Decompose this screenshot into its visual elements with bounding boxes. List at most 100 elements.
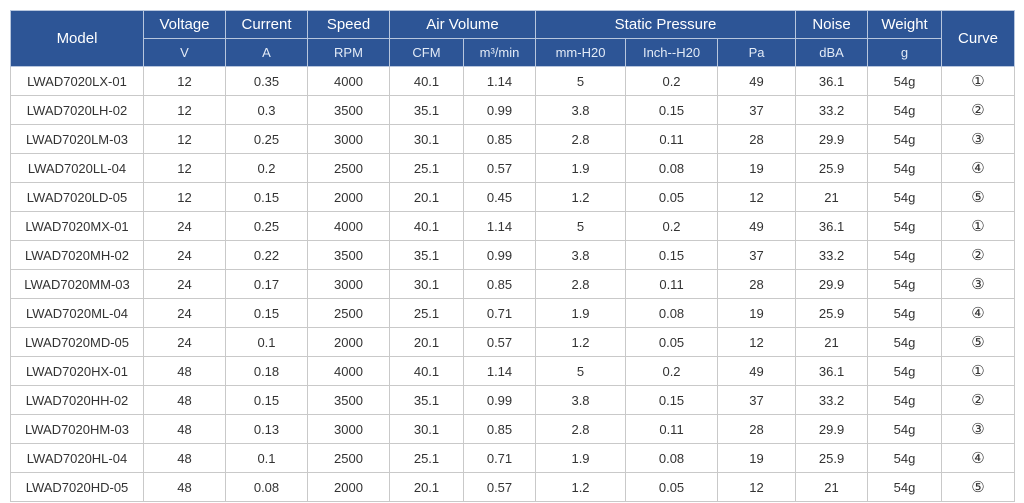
header-current: Current <box>225 10 308 39</box>
table-row: LWAD7020LX-01 12 0.35 4000 40.1 1.14 5 0.2 49 36.… <box>10 66 1016 96</box>
cell-weight: 54g <box>867 153 943 183</box>
table-row: LWAD7020MD-05 24 0.1 2000 20.1 0.57 1.2 0.05 12 2… <box>10 327 1016 357</box>
cell-mm-h2o: 1.2 <box>535 182 627 212</box>
cell-mm-h2o: 3.8 <box>535 385 627 415</box>
cell-mm-h2o: 3.8 <box>535 95 627 125</box>
cell-model: LWAD7020MD-05 <box>10 327 144 357</box>
cell-inch-h2o: 0.15 <box>625 385 719 415</box>
cell-inch-h2o: 0.08 <box>625 298 719 328</box>
cell-curve: ① <box>941 356 1016 386</box>
cell-voltage: 48 <box>143 472 226 502</box>
cell-curve: ⑤ <box>941 182 1016 212</box>
cell-cfm: 30.1 <box>389 124 464 154</box>
cell-inch-h2o: 0.15 <box>625 240 719 270</box>
cell-m3-per-min: 0.99 <box>462 385 537 415</box>
cell-curve: ③ <box>941 269 1016 299</box>
cell-pa: 28 <box>717 414 797 444</box>
cell-curve: ④ <box>941 443 1016 473</box>
cell-curve: ③ <box>941 414 1016 444</box>
cell-voltage: 12 <box>143 66 226 96</box>
cell-noise: 33.2 <box>795 95 869 125</box>
cell-speed: 2000 <box>307 327 390 357</box>
cell-model: LWAD7020LH-02 <box>10 95 144 125</box>
table-row: LWAD7020LH-02 12 0.3 3500 35.1 0.99 3.8 0.15 37 3… <box>10 95 1016 125</box>
cell-noise: 29.9 <box>795 124 869 154</box>
table-row: LWAD7020HX-01 48 0.18 4000 40.1 1.14 5 0.2 49 36.… <box>10 356 1016 386</box>
cell-cfm: 30.1 <box>389 269 464 299</box>
cell-voltage: 24 <box>143 240 226 270</box>
table-row: LWAD7020MM-03 24 0.17 3000 30.1 0.85 2.8 0.11 28… <box>10 269 1016 299</box>
cell-mm-h2o: 5 <box>535 211 627 241</box>
cell-model: LWAD7020HM-03 <box>10 414 144 444</box>
cell-voltage: 24 <box>143 298 226 328</box>
cell-speed: 2000 <box>307 182 390 212</box>
cell-m3-per-min: 0.57 <box>462 327 537 357</box>
cell-mm-h2o: 2.8 <box>535 414 627 444</box>
cell-weight: 54g <box>867 66 943 96</box>
cell-model: LWAD7020ML-04 <box>10 298 144 328</box>
cell-weight: 54g <box>867 472 943 502</box>
cell-weight: 54g <box>867 95 943 125</box>
cell-voltage: 12 <box>143 95 226 125</box>
cell-pa: 37 <box>717 95 797 125</box>
cell-current: 0.25 <box>225 124 308 154</box>
cell-pa: 19 <box>717 443 797 473</box>
cell-inch-h2o: 0.11 <box>625 414 719 444</box>
cell-current: 0.08 <box>225 472 308 502</box>
cell-speed: 2500 <box>307 443 390 473</box>
cell-mm-h2o: 2.8 <box>535 269 627 299</box>
table-row: LWAD7020LL-04 12 0.2 2500 25.1 0.57 1.9 0.08 19 2… <box>10 153 1016 183</box>
cell-mm-h2o: 1.9 <box>535 153 627 183</box>
unit-cfm: CFM <box>389 38 464 67</box>
cell-curve: ⑤ <box>941 327 1016 357</box>
cell-cfm: 20.1 <box>389 182 464 212</box>
cell-pa: 28 <box>717 269 797 299</box>
cell-current: 0.1 <box>225 443 308 473</box>
cell-pa: 19 <box>717 298 797 328</box>
cell-curve: ① <box>941 211 1016 241</box>
header-row-primary: Model Voltage Current Speed Air Volume S… <box>10 10 1016 67</box>
cell-cfm: 40.1 <box>389 356 464 386</box>
table-body: LWAD7020LX-01 12 0.35 4000 40.1 1.14 5 0.2 49 36.… <box>10 66 1016 502</box>
cell-noise: 33.2 <box>795 240 869 270</box>
cell-inch-h2o: 0.08 <box>625 443 719 473</box>
cell-cfm: 25.1 <box>389 298 464 328</box>
cell-model: LWAD7020LL-04 <box>10 153 144 183</box>
cell-speed: 3500 <box>307 95 390 125</box>
cell-pa: 19 <box>717 153 797 183</box>
cell-speed: 2000 <box>307 472 390 502</box>
cell-m3-per-min: 1.14 <box>462 356 537 386</box>
table-row: LWAD7020MH-02 24 0.22 3500 35.1 0.99 3.8 0.15 37… <box>10 240 1016 270</box>
cell-weight: 54g <box>867 240 943 270</box>
cell-current: 0.18 <box>225 356 308 386</box>
header-weight: Weight <box>867 10 943 39</box>
cell-cfm: 20.1 <box>389 472 464 502</box>
cell-weight: 54g <box>867 269 943 299</box>
cell-cfm: 35.1 <box>389 240 464 270</box>
cell-m3-per-min: 1.14 <box>462 211 537 241</box>
header-row-units: V A RPM CFM m³/min mm-H20 Inch--H20 Pa d… <box>11 38 1015 67</box>
cell-pa: 37 <box>717 240 797 270</box>
cell-voltage: 48 <box>143 414 226 444</box>
cell-cfm: 40.1 <box>389 211 464 241</box>
cell-speed: 3500 <box>307 385 390 415</box>
cell-cfm: 35.1 <box>389 95 464 125</box>
cell-inch-h2o: 0.05 <box>625 472 719 502</box>
cell-model: LWAD7020MH-02 <box>10 240 144 270</box>
cell-noise: 33.2 <box>795 385 869 415</box>
unit-inch-h2o: Inch--H20 <box>625 38 719 67</box>
cell-inch-h2o: 0.2 <box>625 356 719 386</box>
cell-noise: 29.9 <box>795 414 869 444</box>
cell-noise: 29.9 <box>795 269 869 299</box>
unit-pa: Pa <box>717 38 797 67</box>
cell-weight: 54g <box>867 124 943 154</box>
cell-curve: ① <box>941 66 1016 96</box>
cell-model: LWAD7020HH-02 <box>10 385 144 415</box>
cell-inch-h2o: 0.08 <box>625 153 719 183</box>
table-row: LWAD7020HH-02 48 0.15 3500 35.1 0.99 3.8 0.15 37… <box>10 385 1016 415</box>
header-curve: Curve <box>941 10 1016 67</box>
cell-noise: 25.9 <box>795 298 869 328</box>
cell-inch-h2o: 0.11 <box>625 124 719 154</box>
table-row: LWAD7020LD-05 12 0.15 2000 20.1 0.45 1.2 0.05 12… <box>10 182 1016 212</box>
cell-noise: 25.9 <box>795 153 869 183</box>
